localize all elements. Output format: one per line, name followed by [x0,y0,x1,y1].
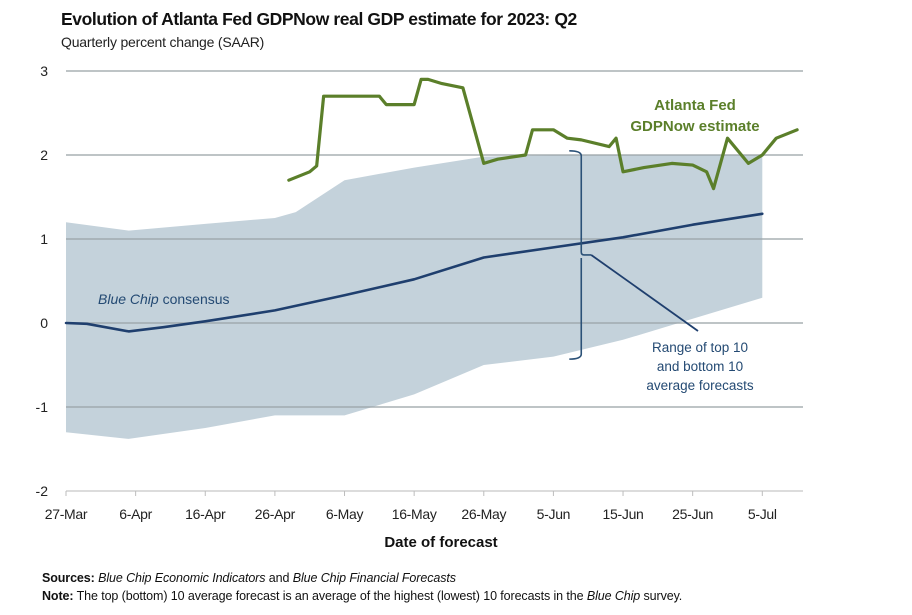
y-tick-label: -1 [36,399,49,415]
range-band-layer [66,155,763,439]
note-text-1: The top (bottom) 10 average forecast is … [73,589,587,603]
x-tick-label: 6-May [326,506,364,522]
range-leader-line [590,254,699,332]
y-tick-label: 2 [40,147,48,163]
x-axis-label: Date of forecast [384,534,497,551]
y-tick-label: 0 [40,315,48,331]
gdpnow-label-line1: Atlanta Fed [654,97,736,114]
x-tick-label: 25-Jun [672,506,713,522]
x-tick-label: 26-May [461,506,506,522]
x-tick-label: 5-Jun [537,506,571,522]
sources-title-1: Blue Chip Economic Indicators [98,571,266,585]
sources-mid: and [265,571,293,585]
y-tick-label: 3 [40,63,48,79]
bluechip-label-rest: consensus [159,291,230,307]
sources-title-2: Blue Chip Financial Forecasts [292,571,456,585]
sources-label: Sources: [42,571,95,585]
x-tick-label: 27-Mar [45,506,88,522]
chart-title: Evolution of Atlanta Fed GDPNow real GDP… [61,9,577,29]
note-text-2: survey. [640,589,683,603]
note-label: Note: [42,589,74,603]
x-tick-label: 26-Apr [255,506,296,522]
series-lines [64,77,799,333]
footnote: Note: The top (bottom) 10 average foreca… [42,589,682,603]
range-label-line: and bottom 10 [657,359,743,374]
x-tick-label: 5-Jul [748,506,777,522]
bluechip-consensus-label: Blue Chip consensus [98,291,230,307]
axis-ticks: 3 2 1 0 -1 -2 27-Mar 6-Apr 16-Apr 26-Apr 6-May 16-M… [36,63,778,522]
range-label-line: Range of top 10 [652,340,748,355]
y-tick-label: 1 [40,231,48,247]
range-band [66,155,763,439]
chart-plot: 3 2 1 0 -1 -2 27-Mar 6-Apr 16-Apr 26-Apr 6-May 16-M… [36,63,803,551]
x-tick-label: 16-Apr [185,506,226,522]
note-italic: Blue Chip [586,589,641,603]
bluechip-label-italic: Blue Chip [98,291,159,307]
x-tick-label: 16-May [392,506,437,522]
annotations: Atlanta Fed GDPNow estimate Blue Chip cons… [98,97,760,393]
y-tick-label: -2 [36,483,49,499]
range-bracket [569,150,592,360]
gdpnow-label-line2: GDPNow estimate [630,118,759,135]
range-label-line: average forecasts [646,378,754,393]
sources-note: Sources: Blue Chip Economic Indicators a… [42,571,456,585]
x-tick-label: 15-Jun [603,506,644,522]
chart-subtitle: Quarterly percent change (SAAR) [61,34,265,50]
gridlines [66,70,803,492]
x-tick-label: 6-Apr [119,506,152,522]
